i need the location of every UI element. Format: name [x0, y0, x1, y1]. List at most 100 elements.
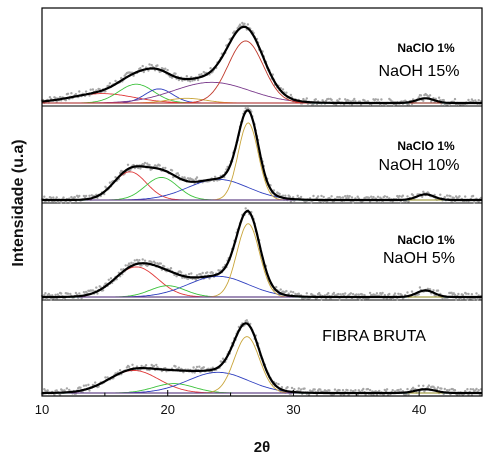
data-point — [275, 382, 278, 385]
data-point — [183, 176, 186, 179]
data-point — [318, 291, 321, 295]
data-point — [385, 388, 389, 391]
data-point — [374, 98, 377, 101]
data-point — [49, 196, 53, 199]
data-point — [150, 63, 153, 67]
data-point — [471, 99, 475, 103]
xrd-panel: FIBRA BRUTA — [40, 319, 483, 397]
data-point — [101, 289, 105, 292]
data-point — [289, 290, 293, 293]
x-tick-label: 30 — [286, 402, 300, 417]
data-point — [378, 389, 381, 393]
data-point — [280, 386, 284, 389]
data-point — [417, 96, 420, 99]
data-point — [327, 292, 330, 295]
data-point — [150, 261, 153, 264]
data-point — [368, 291, 372, 295]
data-point — [454, 103, 458, 107]
data-point — [124, 264, 127, 267]
data-point — [466, 298, 469, 301]
data-point — [407, 103, 410, 106]
data-point — [84, 90, 88, 93]
data-point — [398, 194, 401, 198]
data-point — [141, 258, 144, 261]
data-point — [144, 364, 148, 367]
data-point — [54, 293, 57, 296]
data-point — [433, 387, 436, 390]
data-point — [320, 194, 323, 198]
data-point — [436, 289, 440, 292]
data-point — [190, 272, 193, 275]
data-point — [55, 196, 58, 199]
x-tick-label: 20 — [160, 402, 174, 417]
data-point — [383, 293, 386, 297]
data-point — [148, 163, 151, 167]
data-point — [174, 365, 177, 368]
data-point — [372, 195, 375, 199]
data-point — [421, 195, 424, 198]
data-point — [195, 365, 199, 369]
data-point — [351, 99, 355, 102]
panel-label-sample: FIBRA BRUTA — [322, 328, 426, 345]
data-point — [470, 293, 474, 296]
data-point — [436, 386, 440, 389]
data-point — [338, 97, 341, 101]
data-point — [281, 88, 285, 91]
data-point — [95, 286, 98, 289]
data-point — [195, 176, 199, 179]
data-point — [410, 290, 414, 293]
data-point — [87, 383, 90, 386]
data-point — [354, 389, 357, 392]
data-point — [180, 271, 183, 274]
data-point — [104, 376, 107, 379]
data-point — [445, 194, 449, 197]
data-point — [353, 97, 356, 101]
data-point — [362, 297, 365, 301]
data-point — [65, 387, 69, 390]
data-point — [82, 384, 86, 387]
data-point — [321, 200, 324, 203]
data-point — [46, 389, 49, 392]
data-point — [288, 195, 291, 198]
data-point — [453, 97, 457, 101]
data-point — [191, 79, 194, 82]
data-point — [140, 364, 143, 368]
data-point — [177, 366, 181, 369]
data-point — [448, 388, 451, 392]
data-point — [457, 292, 460, 296]
data-point — [243, 22, 246, 25]
data-point — [422, 99, 425, 103]
data-point — [104, 90, 107, 93]
data-point — [406, 195, 409, 198]
data-point — [466, 388, 469, 391]
data-point — [467, 292, 470, 296]
data-point — [290, 386, 294, 390]
data-point — [339, 196, 342, 199]
data-point — [338, 389, 341, 392]
data-point — [141, 64, 144, 68]
data-point — [132, 74, 135, 77]
data-point — [442, 98, 445, 102]
data-point — [330, 98, 333, 102]
data-point — [396, 298, 399, 301]
data-point — [439, 193, 442, 196]
data-point — [304, 297, 307, 300]
data-point — [202, 366, 205, 369]
data-point — [471, 194, 475, 198]
data-point — [477, 99, 480, 102]
data-point — [68, 388, 71, 392]
data-point — [96, 292, 99, 295]
data-point — [170, 76, 174, 79]
data-point — [384, 103, 388, 107]
panel-label-treatment: NaClO 1% — [397, 41, 455, 55]
data-point — [322, 195, 325, 199]
data-point — [406, 291, 409, 294]
data-point — [170, 169, 174, 172]
panel-label-sample: NaOH 15% — [379, 63, 460, 80]
data-point — [277, 382, 280, 386]
data-point — [312, 194, 315, 198]
data-point — [164, 67, 167, 70]
data-point — [174, 72, 177, 75]
data-point — [348, 195, 351, 198]
data-point — [82, 291, 86, 294]
